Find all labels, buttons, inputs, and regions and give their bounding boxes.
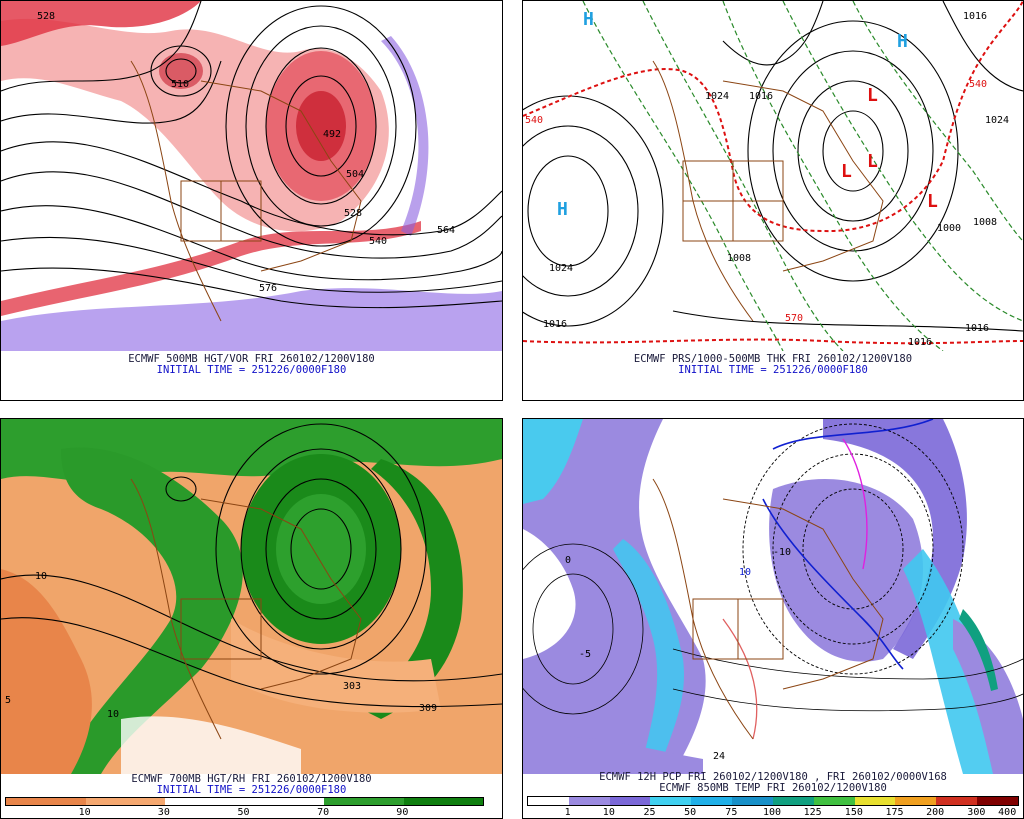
panel-caption-title: ECMWF PRS/1000-500MB THK FRI 260102/1200… <box>633 353 913 365</box>
rh-colorbar-ticks: 10 30 50 70 90 <box>5 807 482 818</box>
precip-colorbar-tick: 100 <box>762 807 782 818</box>
rh-colorbar-tick: 10 <box>78 807 91 818</box>
low-pressure-label: L <box>867 151 878 172</box>
contour-label: 528 <box>344 208 363 219</box>
precip-colorbar-tick: 125 <box>803 807 822 818</box>
precip-colorbar-tick: 25 <box>643 807 656 818</box>
precip-colorbar-swatch <box>854 797 896 805</box>
temp-contour-label: -5 <box>579 649 592 660</box>
contour-label: 504 <box>346 169 365 180</box>
precip-colorbar-swatch <box>813 797 855 805</box>
isobar-label: 1016 <box>908 337 933 348</box>
isobar-label: 1016 <box>749 91 774 102</box>
low-pressure-label: L <box>867 85 878 106</box>
panel-700mb-hgt-rh: 309 303 10 5 10 ECMWF 700MB HGT/RH FRI 2… <box>0 418 503 819</box>
temp-contour-label: 0 <box>565 555 572 566</box>
contour-label: 10 <box>107 709 120 720</box>
temp-contour-label: 10 <box>739 567 752 578</box>
precip-colorbar-tick: 1 <box>564 807 571 818</box>
map-500mb-vorticity <box>1 1 502 351</box>
isobar-label: 1000 <box>937 223 962 234</box>
rh-colorbar-swatch <box>403 798 483 805</box>
precip-colorbar-swatch <box>691 797 733 805</box>
isobar-label: 1016 <box>543 319 568 330</box>
precip-colorbar-tick: 150 <box>844 807 863 818</box>
isobar-label: 1024 <box>549 263 574 274</box>
thickness-label: 540 <box>969 79 988 90</box>
precip-colorbar-tick: 200 <box>926 807 945 818</box>
temp-contour-label: 24 <box>713 751 726 762</box>
isobar-label: 1008 <box>973 217 998 228</box>
isobar-label: 1016 <box>963 11 988 22</box>
rh-colorbar-swatch <box>6 798 86 805</box>
panel-caption-title: ECMWF 12H PCP FRI 260102/1200V180 , FRI … <box>599 771 947 783</box>
contour-label: 564 <box>437 225 456 236</box>
precip-colorbar-tick: 50 <box>684 807 697 818</box>
map-precip-850mb-temp <box>523 419 1023 774</box>
precip-colorbar-swatch <box>732 797 773 805</box>
low-pressure-label: L <box>841 161 852 182</box>
contour-label: 303 <box>343 681 362 692</box>
panel-caption-init-time: INITIAL TIME = 251226/0000F180 <box>678 364 868 376</box>
precip-colorbar-tick: 175 <box>885 807 904 818</box>
high-pressure-label: H <box>897 31 908 52</box>
precip-colorbar-tick: 300 <box>967 807 986 818</box>
precip-colorbar-ticks: 1 10 25 50 75 100 125 150 175 200 300 40… <box>527 807 1017 818</box>
rh-colorbar-tick: 70 <box>317 807 330 818</box>
rh-colorbar-swatch <box>324 798 404 805</box>
isobar-label: 1008 <box>727 253 752 264</box>
isobar-label: 1016 <box>965 323 990 334</box>
panel-500mb-hgt-vor: 528 510 492 504 528 540 576 564 ECMWF 50… <box>0 0 503 401</box>
temp-contour-label: -10 <box>773 547 792 558</box>
high-pressure-label: H <box>557 199 568 220</box>
contour-label: 576 <box>259 283 278 294</box>
precip-colorbar-swatch <box>650 797 692 805</box>
isobar-label: 1024 <box>705 91 730 102</box>
contour-label: 5 <box>5 695 12 706</box>
thickness-label: 540 <box>525 115 544 126</box>
precip-colorbar <box>527 796 1019 806</box>
contour-label: 10 <box>35 571 48 582</box>
low-pressure-label: L <box>927 191 938 212</box>
map-700mb-humidity <box>1 419 502 774</box>
contour-label: 492 <box>323 129 342 140</box>
high-pressure-label: H <box>583 9 594 30</box>
contour-label: 510 <box>171 79 190 90</box>
thickness-label: 570 <box>785 313 804 324</box>
precip-colorbar-tick: 400 <box>998 807 1017 818</box>
isobar-label: 1024 <box>985 115 1010 126</box>
panel-caption-title: ECMWF 700MB HGT/RH FRI 260102/1200V180 <box>131 773 372 785</box>
precip-colorbar-tick: 75 <box>725 807 738 818</box>
precip-colorbar-swatch <box>528 797 569 805</box>
precip-colorbar-swatch <box>568 797 610 805</box>
panel-caption-temp: ECMWF 850MB TEMP FRI 260102/1200V180 <box>659 782 887 794</box>
rh-colorbar-swatch <box>244 798 324 805</box>
precip-colorbar-swatch <box>977 797 1018 805</box>
panel-caption-init-time: INITIAL TIME = 251226/0000F180 <box>156 784 347 796</box>
contour-label: 528 <box>37 11 56 22</box>
precip-colorbar-swatch <box>609 797 651 805</box>
precip-colorbar-swatch <box>936 797 978 805</box>
rh-colorbar <box>5 797 484 806</box>
rh-colorbar-swatch <box>85 798 165 805</box>
panel-caption-init-time: INITIAL TIME = 251226/0000F180 <box>156 364 347 376</box>
map-pressure-thickness <box>523 1 1023 351</box>
precip-colorbar-swatch <box>895 797 937 805</box>
rh-colorbar-tick: 50 <box>237 807 250 818</box>
precip-colorbar-tick: 10 <box>602 807 615 818</box>
panel-prs-thk: 1016 1024 1016 1016 1024 1016 1008 1000 … <box>522 0 1024 401</box>
rh-colorbar-tick: 30 <box>157 807 170 818</box>
contour-label: 309 <box>419 703 438 714</box>
rh-colorbar-swatch <box>165 798 245 805</box>
rh-colorbar-tick: 90 <box>396 807 409 818</box>
panel-12h-pcp-850mb-temp: 10 0 -10 -5 24 ECMWF 12H PCP FRI 260102/… <box>522 418 1024 819</box>
precip-colorbar-swatch <box>772 797 814 805</box>
panel-caption-title: ECMWF 500MB HGT/VOR FRI 260102/1200V180 <box>128 353 375 365</box>
contour-label: 540 <box>369 236 388 247</box>
